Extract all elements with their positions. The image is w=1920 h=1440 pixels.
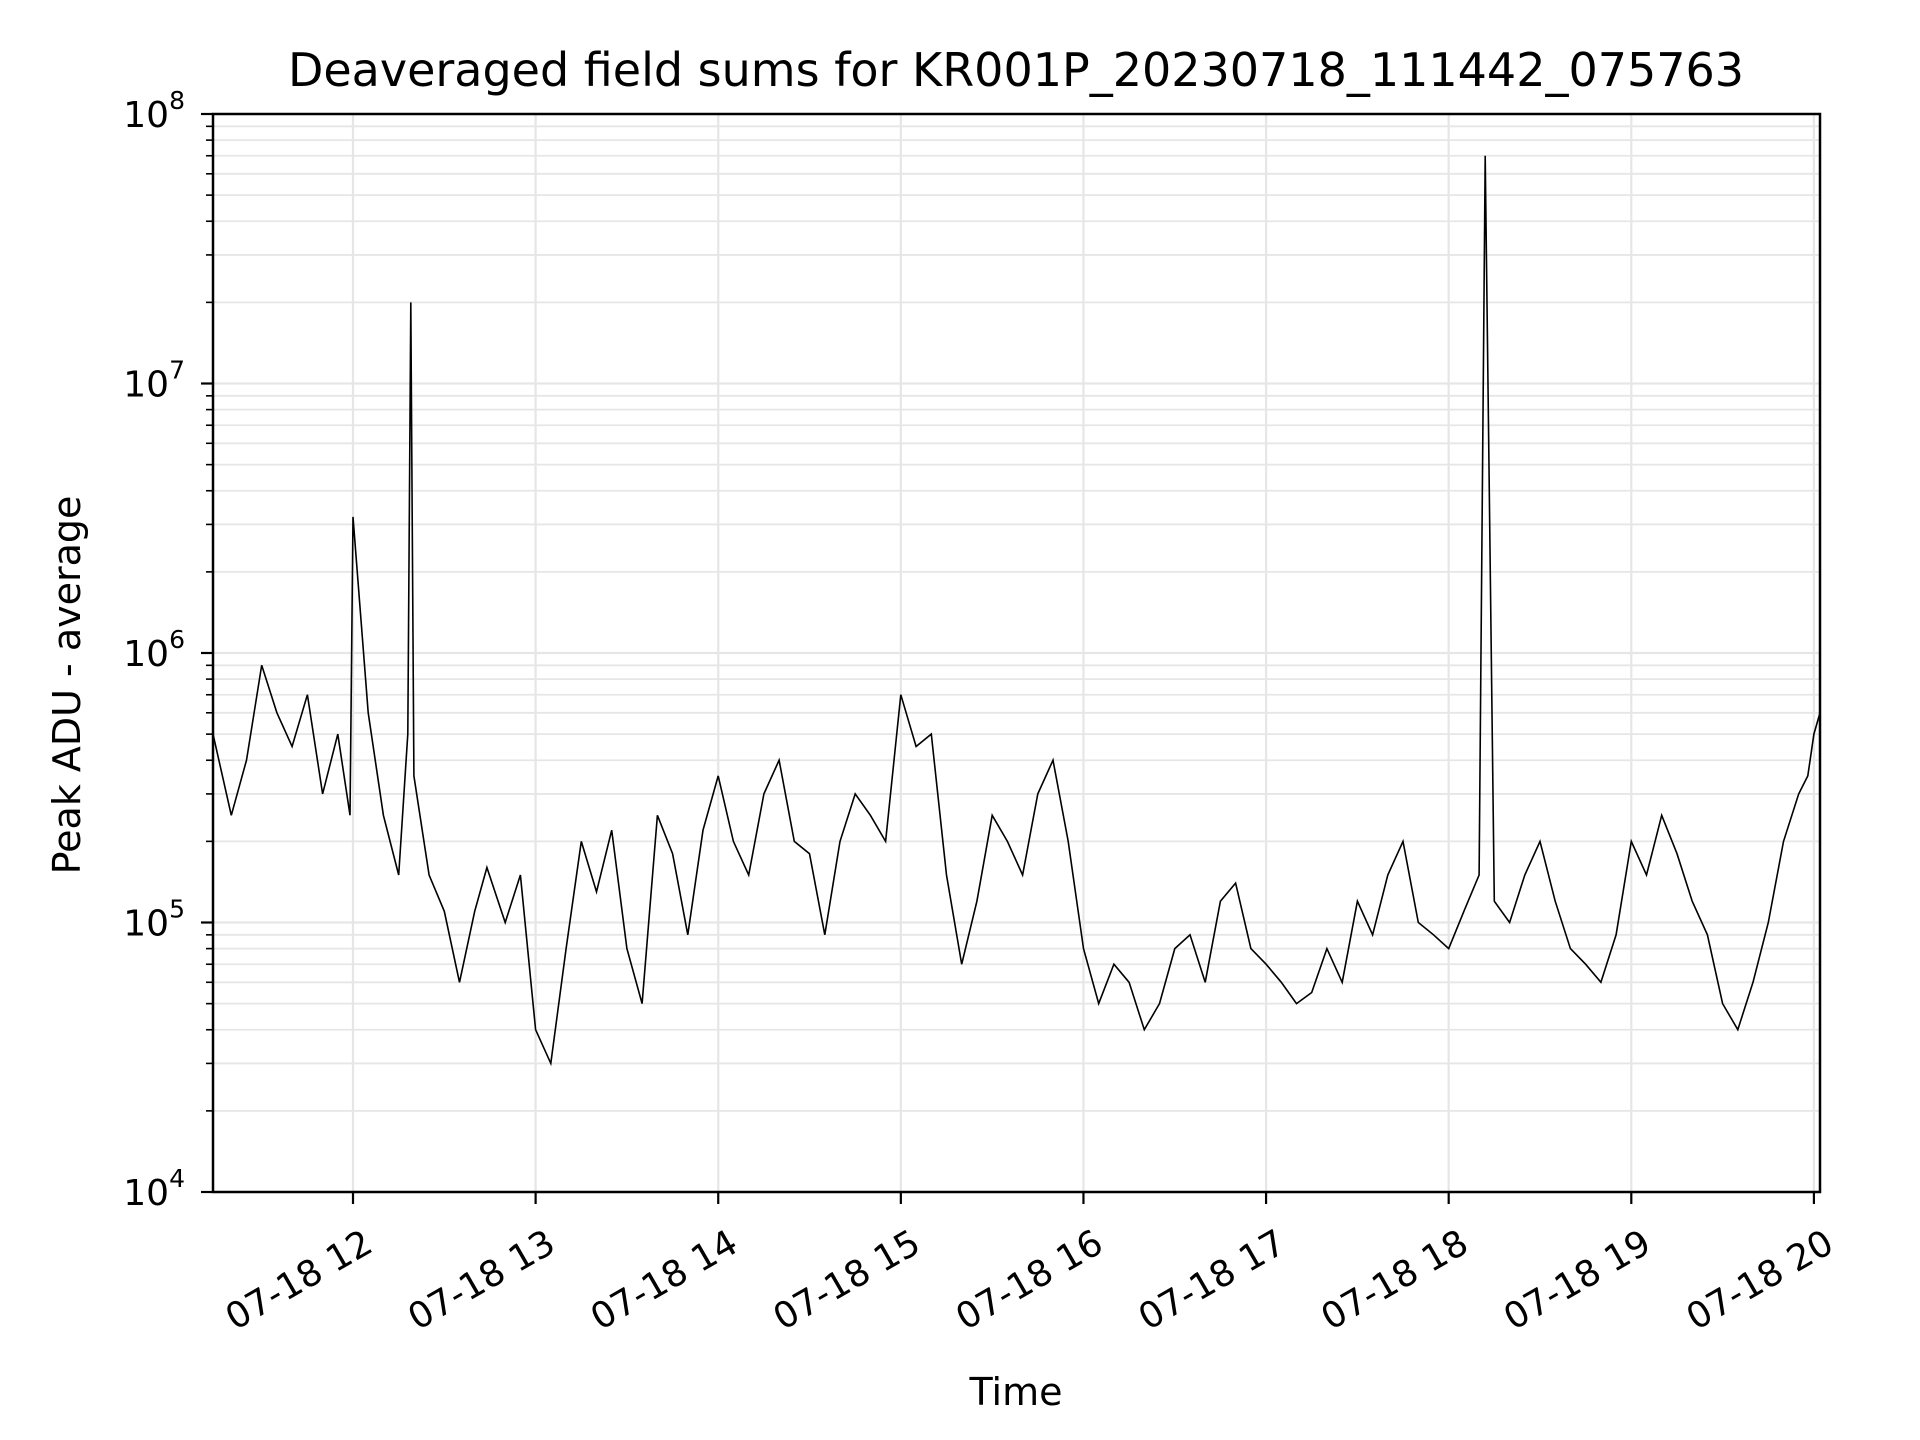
- y-tick-base: 10: [123, 365, 169, 406]
- y-tick-label: 108: [123, 86, 185, 136]
- x-axis-label: Time: [969, 1370, 1063, 1414]
- y-tick-exponent: 7: [169, 356, 185, 385]
- x-tick-label: 07-18 19: [1497, 1222, 1658, 1338]
- y-tick-label: 104: [123, 1164, 185, 1214]
- y-tick-label: 107: [123, 356, 185, 406]
- y-tick-base: 10: [123, 634, 169, 675]
- x-tick-label: 07-18 17: [1132, 1222, 1293, 1338]
- x-axis: 07-18 12 07-18 13 07-18 14 07-18 15 07-18 16…: [219, 1192, 1841, 1339]
- y-axis-label: Peak ADU - average: [45, 496, 89, 875]
- x-tick-label: 07-18 15: [767, 1222, 928, 1338]
- series-line: [212, 155, 1821, 1067]
- y-tick-base: 10: [123, 1173, 169, 1214]
- x-tick-label: 07-18 16: [949, 1222, 1110, 1338]
- chart-title: Deaveraged field sums for KR001P_2023071…: [288, 43, 1744, 97]
- x-tick-label: 07-18 12: [219, 1222, 380, 1338]
- x-tick-label: 07-18 13: [401, 1222, 562, 1338]
- y-tick-exponent: 6: [169, 625, 185, 654]
- y-tick-exponent: 5: [169, 895, 185, 924]
- x-tick-label: 07-18 20: [1680, 1222, 1841, 1338]
- y-tick-base: 10: [123, 904, 169, 945]
- x-tick-label: 07-18 14: [584, 1222, 745, 1338]
- y-tick-label: 105: [123, 895, 185, 945]
- y-tick-label: 106: [123, 625, 185, 675]
- y-tick-exponent: 8: [169, 86, 185, 115]
- grid: [213, 114, 1820, 1194]
- x-tick-label: 07-18 18: [1315, 1222, 1476, 1338]
- series-line-0: [212, 155, 1821, 1067]
- y-tick-exponent: 4: [169, 1164, 185, 1193]
- y-tick-base: 10: [123, 95, 169, 136]
